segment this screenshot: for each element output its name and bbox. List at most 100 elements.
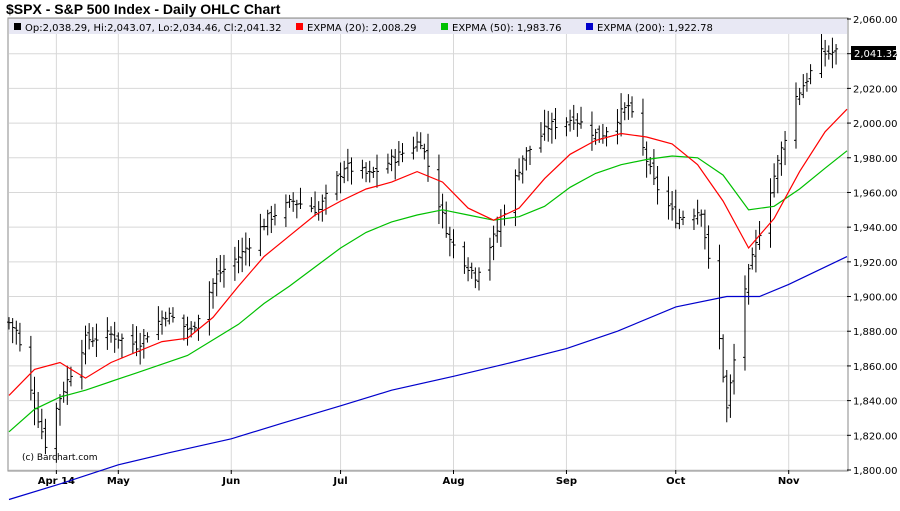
x-tick-label: Apr 14 xyxy=(38,476,75,487)
ohlc-bar xyxy=(491,225,496,261)
ohlc-bar xyxy=(670,190,675,221)
ohlc-bar xyxy=(793,82,798,149)
ema20-legend-swatch xyxy=(296,23,303,30)
ohlc-bar xyxy=(830,37,835,69)
ohlc-bar xyxy=(797,87,802,106)
ohlc-bar xyxy=(79,339,84,390)
ohlc-bar xyxy=(542,109,547,141)
y-tick-label: 1,800.00 xyxy=(853,466,898,477)
ohlc-bar xyxy=(742,275,747,371)
ohlc-bar xyxy=(87,323,92,350)
y-tick-label: 1,920.00 xyxy=(853,258,898,269)
ohlc-bar xyxy=(342,160,347,184)
ohlc-bar xyxy=(68,366,73,387)
ohlc-bar xyxy=(105,317,110,350)
ohlc-bar xyxy=(677,208,682,230)
ohlc-bar xyxy=(801,74,806,99)
ohlc-bar xyxy=(783,130,788,166)
ohlc-bar xyxy=(130,324,135,355)
ohlc-bar xyxy=(83,325,88,365)
y-tick-label: 2,020.00 xyxy=(853,84,898,95)
ohlc-bar xyxy=(648,157,653,175)
ohlc-bar xyxy=(571,104,576,130)
ohlc-bar xyxy=(218,255,223,283)
ohlc-bar xyxy=(192,321,197,333)
ohlc-bar xyxy=(385,153,390,174)
y-tick-label: 2,060.00 xyxy=(853,15,898,26)
y-tick-label: 1,840.00 xyxy=(853,397,898,408)
ohlc-bar xyxy=(473,267,478,289)
ohlc-bar xyxy=(520,155,525,184)
ohlc-bar xyxy=(691,208,696,231)
ohlc-bar xyxy=(753,229,758,273)
ohlc-bar xyxy=(622,102,627,121)
ohlc-bar xyxy=(167,307,172,325)
ohlc-bar xyxy=(466,257,471,282)
ohlc-bar xyxy=(819,33,824,78)
ohlc-bar xyxy=(265,209,270,236)
ohlc-bar xyxy=(626,94,631,120)
ohlc-bar xyxy=(349,157,354,185)
ohlc-bar xyxy=(422,143,427,160)
ohlc-bar xyxy=(447,226,452,257)
ohlc-bar xyxy=(141,328,146,359)
ema20-legend-text: EXPMA (20): 2,008.29 xyxy=(307,23,416,34)
ohlc-bar xyxy=(538,122,543,153)
ohlc-bar xyxy=(156,306,161,341)
ohlc-bars xyxy=(7,33,839,463)
ohlc-bar xyxy=(564,117,569,137)
ohlc-bar xyxy=(426,133,430,182)
ohlc-bar xyxy=(309,197,314,213)
ema200-legend-text: EXPMA (200): 1,922.78 xyxy=(597,23,713,34)
ohlc-bar xyxy=(58,394,63,426)
ohlc-bar xyxy=(272,203,277,226)
ohlc-bar xyxy=(65,365,70,405)
copyright-text: (c) Barchart.com xyxy=(22,453,98,463)
ohlc-bar xyxy=(775,154,780,194)
ohlc-bar xyxy=(367,160,372,183)
ohlc-legend-text: Op:2,038.29, Hi:2,043.07, Lo:2,034.46, C… xyxy=(25,23,281,34)
ema200-legend-swatch xyxy=(586,23,593,30)
x-tick-label: Jun xyxy=(221,476,240,487)
ohlc-bar xyxy=(393,148,398,180)
ohlc-bar xyxy=(804,72,809,92)
ohlc-bar xyxy=(444,201,449,238)
y-tick-label: 1,900.00 xyxy=(853,293,898,304)
ohlc-bar xyxy=(160,310,165,335)
x-tick-label: May xyxy=(107,476,130,487)
ohlc-bar xyxy=(630,96,635,118)
ohlc-bar xyxy=(702,209,707,250)
ohlc-bar xyxy=(528,145,533,166)
ohlc-bar xyxy=(823,39,828,67)
ohlc-bar xyxy=(568,109,573,132)
ohlc-bar xyxy=(589,111,594,151)
ohlc-bar xyxy=(808,64,813,85)
ohlc-bar xyxy=(487,237,492,281)
y-tick-label: 2,000.00 xyxy=(853,119,898,130)
ohlc-bar xyxy=(575,113,580,137)
ohlc-bar xyxy=(640,98,645,156)
ohlc-bar xyxy=(313,191,318,217)
ohlc-bar xyxy=(94,323,99,357)
ema50-legend-text: EXPMA (50): 1,983.76 xyxy=(452,23,561,34)
ohlc-bar xyxy=(655,165,660,205)
ohlc-bar xyxy=(145,332,150,343)
ohlc-bar xyxy=(469,262,474,279)
ohlc-bar xyxy=(549,112,554,144)
last-price-badge xyxy=(851,46,896,60)
x-tick-label: Nov xyxy=(778,476,800,487)
ohlc-bar xyxy=(54,402,59,463)
ohlc-bar xyxy=(615,109,620,145)
ohlc-bar xyxy=(338,162,343,194)
ohlc-bar xyxy=(17,322,22,352)
ohlc-bar xyxy=(834,44,839,65)
ohlc-bar xyxy=(651,149,656,185)
ohlc-bar xyxy=(579,106,584,129)
ohlc-bar xyxy=(221,254,226,288)
x-tick-label: Sep xyxy=(556,476,577,487)
ohlc-bar xyxy=(619,93,624,137)
ohlc-bar xyxy=(396,141,401,166)
y-tick-label: 1,860.00 xyxy=(853,362,898,373)
y-tick-label: 1,940.00 xyxy=(853,223,898,234)
